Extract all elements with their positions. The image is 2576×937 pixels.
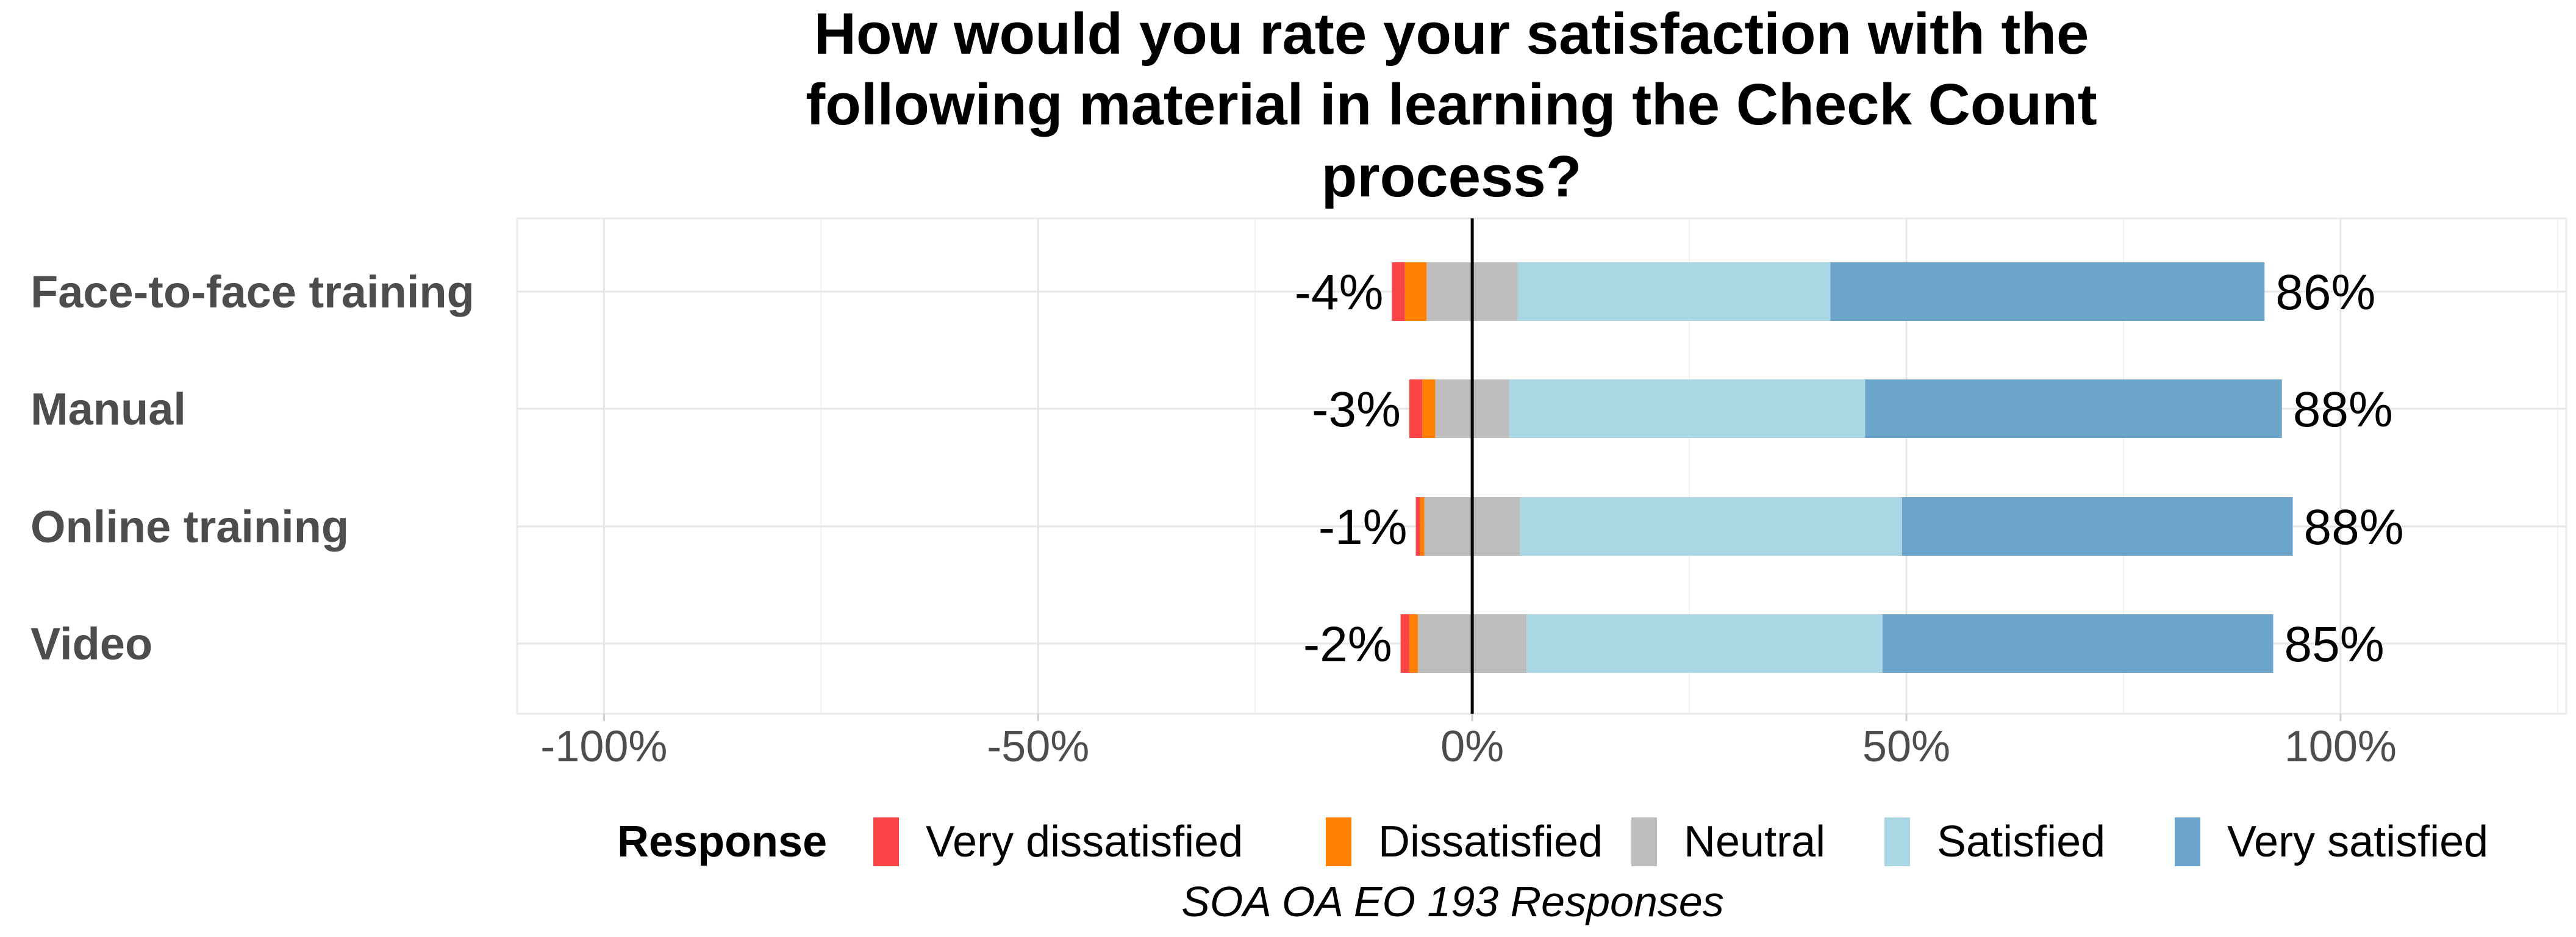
x-tick-label: 0% — [1440, 722, 1504, 771]
legend-swatch — [1884, 817, 1910, 866]
title-line-3: process? — [1322, 144, 1582, 209]
bar-segment-dissatisfied — [1409, 614, 1419, 673]
caption: SOA OA EO 193 Responses — [1181, 878, 1724, 925]
bar-segment-satisfied — [1520, 497, 1902, 556]
x-tick-label: -100% — [540, 722, 667, 771]
legend-items: Very dissatisfied Dissatisfied Neutral Sati… — [873, 817, 2488, 866]
category-label: Online training — [30, 501, 349, 552]
x-tick-label: 100% — [2284, 722, 2397, 771]
category-label: Manual — [30, 384, 186, 434]
bar-segment-very-dissatisfied — [1400, 614, 1409, 673]
title-line-1: How would you rate your satisfaction wit… — [814, 1, 2089, 66]
positive-percent-label: 88% — [2293, 382, 2393, 437]
category-label: Video — [30, 619, 152, 669]
legend-swatch — [2175, 817, 2200, 866]
legend-swatch — [1631, 817, 1657, 866]
bar-segment-satisfied — [1526, 614, 1883, 673]
bar-segment-satisfied — [1517, 262, 1831, 321]
negative-percent-label: -3% — [1312, 382, 1401, 437]
bar-segment-very-dissatisfied — [1392, 262, 1405, 321]
positive-percent-label: 86% — [2275, 265, 2375, 320]
legend-swatch — [873, 817, 899, 866]
legend: Response Very dissatisfied Dissatisfied Ne… — [617, 817, 2488, 866]
positive-percent-label: 88% — [2304, 500, 2404, 555]
bar-segment-very-dissatisfied — [1415, 497, 1420, 556]
category-label: Face-to-face training — [30, 267, 474, 317]
negative-percent-label: -1% — [1318, 500, 1408, 555]
bar-segment-very-satisfied — [1830, 262, 2265, 321]
negative-percent-label: -4% — [1295, 265, 1384, 320]
label-layer: -4% 86% -3% 88% -1% 88% -2% 85% — [1295, 265, 2404, 672]
bar-segment-dissatisfied — [1422, 379, 1436, 438]
legend-label: Satisfied — [1937, 817, 2105, 866]
negative-percent-label: -2% — [1303, 617, 1392, 672]
bar-segment-satisfied — [1509, 379, 1866, 438]
bar-segment-very-dissatisfied — [1409, 379, 1423, 438]
bar-segment-very-satisfied — [1865, 379, 2282, 438]
axis-layer: -100% -50% 0% 50% 100% Face-to-face training M… — [30, 267, 2397, 771]
legend-label: Very dissatisfied — [926, 817, 1243, 866]
bar-segment-very-satisfied — [1882, 614, 2274, 673]
x-tick-label: 50% — [1862, 722, 1950, 771]
legend-swatch — [1326, 817, 1351, 866]
title-line-2: following material in learning the Check… — [806, 72, 2097, 137]
legend-title: Response — [617, 817, 827, 866]
bar-segment-dissatisfied — [1420, 497, 1425, 556]
bar-segment-dissatisfied — [1404, 262, 1427, 321]
x-tick-label: -50% — [987, 722, 1089, 771]
bar-segment-very-satisfied — [1902, 497, 2293, 556]
positive-percent-label: 85% — [2284, 617, 2384, 672]
legend-label: Neutral — [1684, 817, 1825, 866]
legend-label: Dissatisfied — [1378, 817, 1603, 866]
chart-title: How would you rate your satisfaction wit… — [806, 1, 2097, 209]
legend-label: Very satisfied — [2227, 817, 2488, 866]
bars-layer — [1392, 262, 2293, 673]
